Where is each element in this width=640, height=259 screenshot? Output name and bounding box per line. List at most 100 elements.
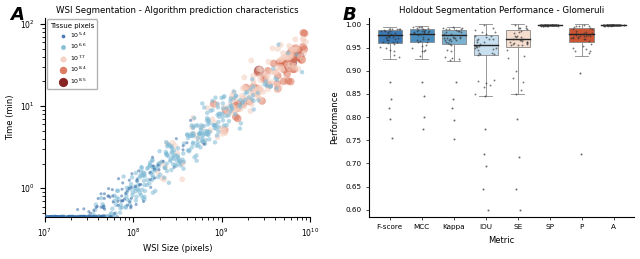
Text: A: A: [10, 5, 24, 24]
Point: [211, 96, 221, 100]
Point: [298, 58, 308, 62]
Point: [250, 88, 260, 92]
Point: [50, 215, 60, 219]
Point: [145, 170, 155, 175]
Point: [472, 45, 483, 49]
Point: [551, 23, 561, 27]
Point: [283, 51, 293, 55]
Point: [137, 174, 147, 178]
Point: [511, 35, 522, 39]
Point: [50, 215, 60, 219]
Point: [120, 197, 130, 201]
Point: [447, 106, 457, 110]
Point: [256, 67, 266, 71]
Point: [259, 75, 269, 80]
Point: [169, 165, 179, 169]
Point: [225, 99, 236, 103]
Point: [65, 215, 75, 219]
Point: [205, 121, 215, 125]
Point: [200, 141, 210, 146]
Point: [540, 24, 550, 28]
Point: [440, 55, 450, 59]
Point: [579, 34, 589, 38]
Point: [277, 67, 287, 71]
Point: [259, 82, 269, 86]
Point: [419, 37, 429, 41]
Point: [51, 215, 61, 219]
Point: [382, 38, 392, 42]
Point: [445, 57, 456, 62]
Point: [246, 58, 257, 62]
Point: [219, 127, 229, 132]
Point: [196, 128, 206, 132]
Point: [131, 195, 141, 199]
Point: [60, 215, 70, 219]
Y-axis label: Time (min): Time (min): [6, 94, 15, 140]
Point: [517, 43, 527, 47]
Point: [174, 161, 184, 165]
Point: [154, 164, 164, 168]
Point: [220, 94, 230, 98]
Point: [424, 29, 434, 33]
Point: [236, 94, 246, 98]
Point: [168, 141, 178, 145]
Point: [491, 46, 501, 51]
Point: [270, 70, 280, 74]
Point: [117, 187, 127, 191]
Point: [289, 66, 299, 70]
Point: [489, 52, 499, 56]
Point: [147, 170, 157, 174]
Point: [442, 48, 452, 52]
Title: Holdout Segmentation Performance - Glomeruli: Holdout Segmentation Performance - Glome…: [399, 6, 604, 15]
Point: [244, 95, 254, 99]
Point: [422, 30, 433, 34]
Point: [96, 196, 106, 200]
Point: [183, 136, 193, 140]
Point: [205, 109, 216, 113]
Point: [161, 162, 172, 166]
Point: [186, 118, 196, 123]
Point: [204, 117, 214, 121]
Point: [247, 77, 257, 81]
Point: [536, 23, 546, 27]
Point: [415, 54, 425, 58]
Point: [253, 96, 264, 100]
Point: [438, 32, 449, 37]
Point: [278, 56, 288, 60]
Bar: [410, 29, 434, 42]
Point: [248, 99, 259, 103]
Point: [68, 215, 79, 219]
Point: [46, 215, 56, 219]
Point: [170, 144, 180, 148]
Point: [109, 194, 120, 198]
Point: [96, 214, 106, 219]
Point: [140, 189, 150, 193]
Point: [394, 27, 404, 31]
Point: [221, 109, 231, 113]
Point: [148, 165, 158, 169]
Point: [275, 85, 285, 89]
Point: [273, 42, 284, 47]
Point: [422, 37, 433, 41]
Point: [197, 140, 207, 144]
Point: [165, 159, 175, 163]
Point: [122, 186, 132, 190]
Point: [187, 145, 197, 149]
Point: [598, 24, 609, 28]
Point: [99, 192, 109, 196]
Point: [205, 128, 216, 132]
Point: [449, 97, 459, 101]
Point: [278, 62, 288, 67]
Point: [75, 215, 85, 219]
Point: [536, 24, 546, 28]
Point: [53, 215, 63, 219]
Point: [449, 118, 460, 123]
Point: [52, 215, 63, 219]
Point: [221, 106, 232, 110]
Point: [197, 139, 207, 143]
Point: [188, 126, 198, 130]
Point: [42, 215, 52, 219]
Point: [218, 130, 228, 134]
Point: [125, 206, 136, 210]
Point: [248, 79, 259, 83]
